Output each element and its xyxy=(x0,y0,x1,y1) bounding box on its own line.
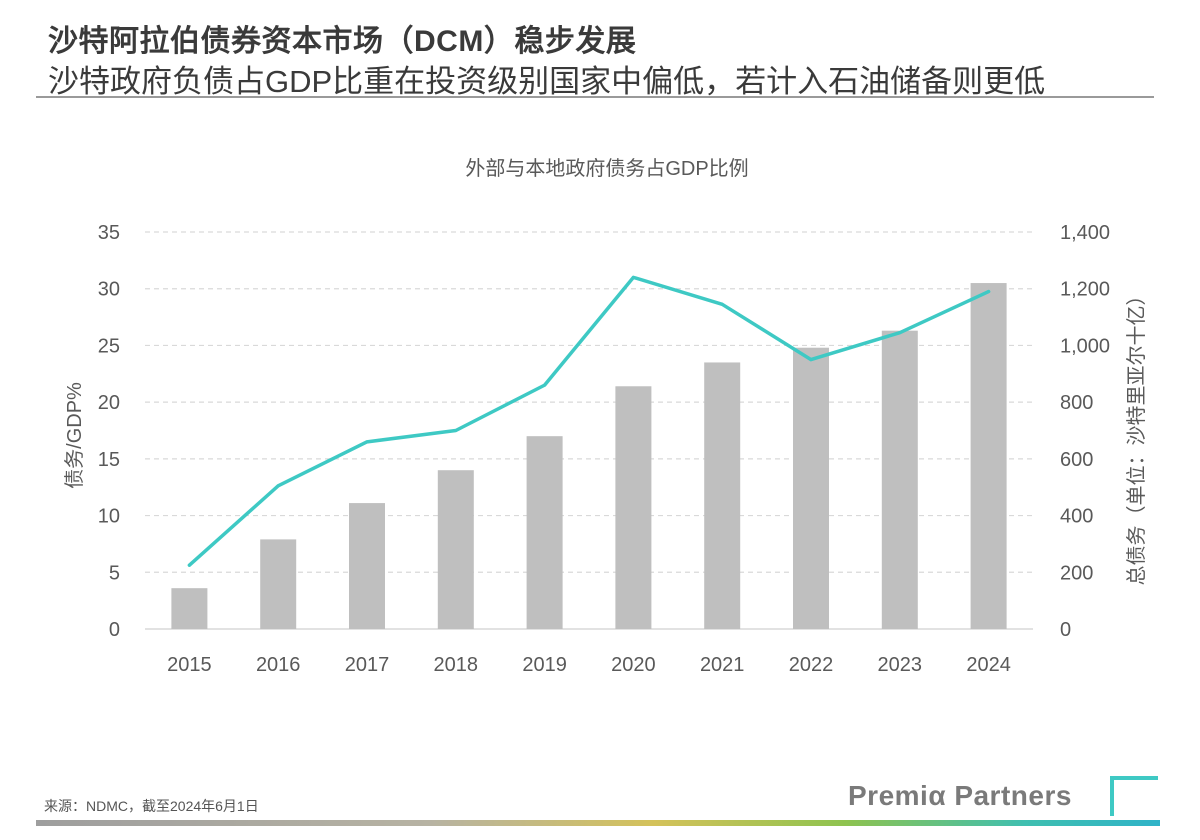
y-left-tick-label: 5 xyxy=(109,562,120,584)
y-right-tick-label: 1,200 xyxy=(1060,279,1110,301)
y-right-tick-label: 200 xyxy=(1060,562,1093,584)
line-point-2024 xyxy=(987,290,991,294)
y-left-axis-title: 债务/GDP% xyxy=(63,382,86,489)
x-tick-label: 2024 xyxy=(966,654,1011,676)
bar-2017 xyxy=(349,503,385,629)
y-left-tick-label: 25 xyxy=(98,335,120,357)
bar-2018 xyxy=(437,470,474,629)
footer-gradient-bar xyxy=(36,820,1160,826)
x-tick-label: 2017 xyxy=(345,654,390,676)
source-note: 来源：NDMC，截至2024年6月1日 xyxy=(44,798,259,814)
line-point-2020 xyxy=(631,275,635,279)
line-point-2021 xyxy=(720,302,724,306)
title-divider xyxy=(36,96,1154,98)
brand-bracket-icon xyxy=(1110,776,1158,816)
x-tick-label: 2019 xyxy=(522,654,567,676)
y-left-tick-label: 20 xyxy=(98,392,120,414)
line-point-2015 xyxy=(187,563,191,567)
total-debt-line xyxy=(187,275,991,567)
y-right-tick-label: 800 xyxy=(1060,392,1093,414)
bar-2024 xyxy=(970,283,1007,629)
y-right-tick-label: 400 xyxy=(1060,506,1093,528)
bar-2016 xyxy=(260,539,297,629)
line-point-2022 xyxy=(809,358,813,362)
y-left-tick-label: 35 xyxy=(98,222,120,244)
bar-2020 xyxy=(615,386,652,629)
line-point-2017 xyxy=(365,440,369,444)
line-point-2016 xyxy=(276,484,280,488)
page-title: 沙特阿拉伯债券资本市场（DCM）稳步发展 xyxy=(48,25,637,58)
x-tick-label: 2022 xyxy=(789,654,834,676)
y-right-tick-label: 600 xyxy=(1060,449,1093,471)
x-tick-label: 2020 xyxy=(611,654,656,676)
x-tick-label: 2021 xyxy=(700,654,745,676)
bar-2015 xyxy=(171,588,208,629)
x-tick-label: 2015 xyxy=(167,654,212,676)
line-point-2019 xyxy=(543,383,547,387)
bar-2019 xyxy=(526,436,563,629)
y-left-tick-label: 10 xyxy=(98,506,120,528)
y-left-tick-label: 15 xyxy=(98,449,120,471)
brand-logo: Premiα Partners xyxy=(848,780,1072,811)
y-right-tick-label: 1,000 xyxy=(1060,335,1110,357)
y-right-tick-label: 0 xyxy=(1060,619,1071,641)
x-tick-label: 2023 xyxy=(878,654,923,676)
line-point-2018 xyxy=(454,429,458,432)
page-subtitle: 沙特政府负债占GDP比重在投资级别国家中偏低，若计入石油储备则更低 xyxy=(48,64,1046,99)
bar-2023 xyxy=(881,330,918,629)
bar-2021 xyxy=(704,362,741,629)
y-left-tick-label: 30 xyxy=(98,279,120,301)
line-point-2023 xyxy=(898,331,902,335)
y-right-axis-title: 总债务（单位：沙特里亚尔十亿） xyxy=(1125,286,1148,586)
y-right-tick-label: 1,400 xyxy=(1060,222,1110,244)
x-tick-label: 2018 xyxy=(434,654,479,676)
y-left-tick-label: 0 xyxy=(109,619,120,641)
bar-2022 xyxy=(793,347,829,629)
x-tick-label: 2016 xyxy=(256,654,301,676)
chart-title: 外部与本地政府债务占GDP比例 xyxy=(465,157,748,180)
